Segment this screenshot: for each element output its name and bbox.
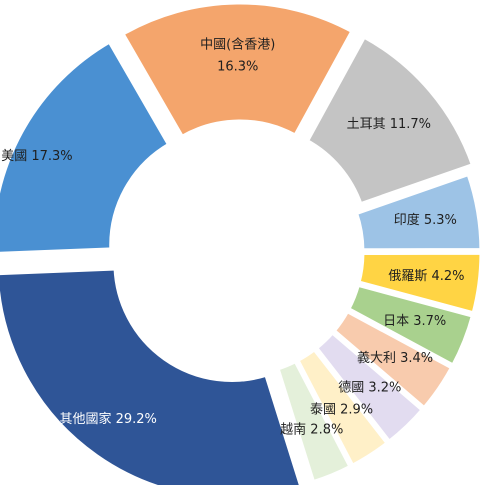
data-label-其他國家: 其他國家 29.2% [59,411,156,427]
data-label-俄羅斯: 俄羅斯 4.2% [388,269,464,284]
data-label-美國: 美國 17.3% [1,149,72,164]
data-label-印度: 印度 5.3% [394,212,457,228]
data-label-日本: 日本 3.7% [383,314,446,329]
data-label-土耳其: 土耳其 11.7% [347,117,431,132]
data-label-泰國: 泰國 2.9% [310,403,373,418]
slice-中國(含香港) [119,0,356,141]
data-label-越南: 越南 2.8% [280,421,343,437]
data-label-德國: 德國 3.2% [338,380,401,395]
data-label-義大利: 義大利 3.4% [357,350,433,366]
labels-layer: 中國(含香港) 16.3% 土耳其 11.7% 印度 5.3% 俄羅斯 4.2% 日本 3… [1,36,464,437]
slice-其他國家 [0,265,304,485]
data-label-name: 中國(含香港) [200,36,275,52]
slice-越南 [274,357,354,485]
slice-美國 [0,38,173,257]
slice-土耳其 [303,33,477,208]
data-label-中國(含香港): 中國(含香港) 16.3% [200,36,275,74]
data-label-percent: 16.3% [217,59,258,74]
